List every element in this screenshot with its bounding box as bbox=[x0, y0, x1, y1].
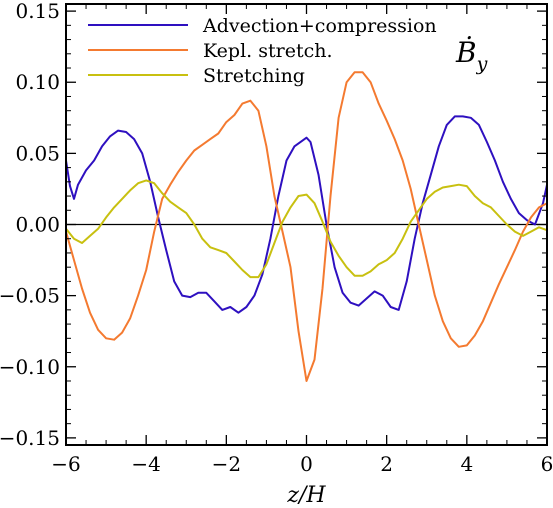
series-line-3 bbox=[66, 179, 547, 279]
x-tick-label: −2 bbox=[212, 452, 241, 476]
legend-label-3: Stretching bbox=[203, 65, 305, 87]
b-dot-y-annotation: Ḃy bbox=[455, 36, 488, 75]
y-tick-label: 0.05 bbox=[15, 141, 60, 165]
x-tick-label: −4 bbox=[131, 452, 160, 476]
x-tick-label: 0 bbox=[300, 452, 313, 476]
series-line-2 bbox=[66, 71, 547, 382]
x-tick-label: 4 bbox=[460, 452, 473, 476]
y-tick-label: −0.05 bbox=[0, 284, 60, 308]
x-tick-label: 6 bbox=[541, 452, 553, 476]
x-tick-label: −6 bbox=[51, 452, 80, 476]
y-tick-label: 0.00 bbox=[15, 213, 60, 237]
y-tick-label: −0.15 bbox=[0, 426, 60, 450]
y-tick-label: 0.15 bbox=[15, 0, 60, 23]
x-axis-title: z/H bbox=[286, 483, 326, 508]
y-tick-label: −0.10 bbox=[0, 355, 60, 379]
series-line-1 bbox=[66, 115, 547, 314]
legend-label-1: Advection+compression bbox=[202, 15, 437, 37]
b-dot-symbol: Ḃ bbox=[455, 36, 477, 69]
legend-label-2: Kepl. stretch. bbox=[203, 40, 333, 62]
x-tick-label: 2 bbox=[380, 452, 393, 476]
y-tick-label: 0.10 bbox=[15, 70, 60, 94]
b-dot-subscript: y bbox=[476, 53, 488, 75]
